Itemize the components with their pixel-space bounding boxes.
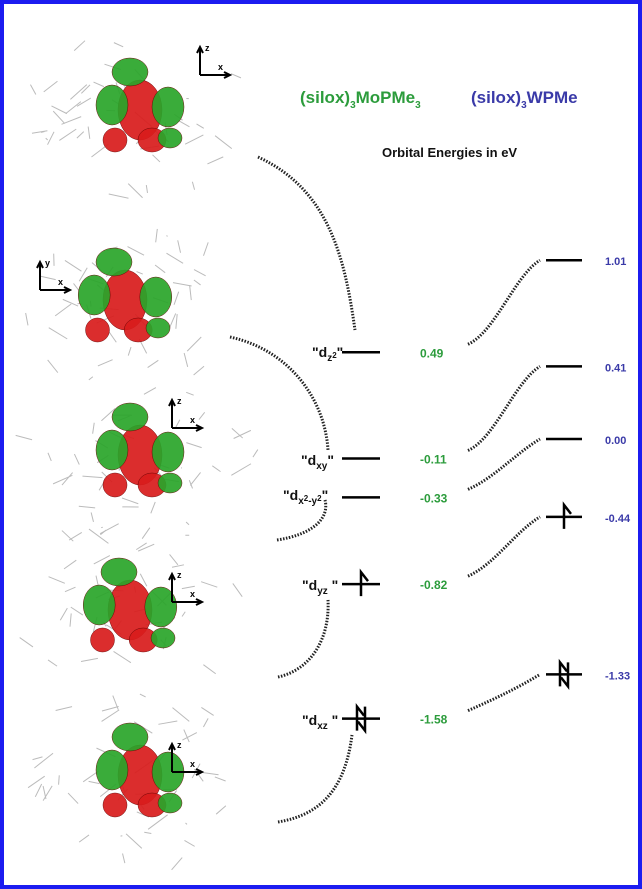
- axis-label: z: [177, 570, 182, 580]
- header-part: MoPMe: [356, 88, 416, 107]
- orbital-lobe: [140, 277, 172, 317]
- orbital-lobe: [103, 473, 127, 497]
- label-part: "d: [312, 344, 327, 360]
- label-part: xz: [317, 721, 328, 732]
- axis-label: z: [177, 740, 182, 750]
- orbital-lobe: [86, 318, 110, 342]
- axis-label: z: [177, 396, 182, 406]
- orbital-lobe: [96, 85, 128, 125]
- orbital-lobe: [152, 432, 184, 472]
- orbital-lobe: [103, 793, 127, 817]
- orbital-lobe: [78, 275, 110, 315]
- energy-value: -1.33: [605, 670, 630, 682]
- orbital-lobe: [146, 318, 170, 338]
- header-part: (silox): [300, 88, 350, 107]
- orbital-lobe: [96, 430, 128, 470]
- header-part: WPMe: [527, 88, 578, 107]
- orbital-lobe: [83, 585, 115, 625]
- bond: [166, 236, 167, 237]
- energy-value: -0.33: [420, 491, 448, 505]
- bond: [59, 775, 60, 784]
- diagram: (silox)3MoPMe3 (silox)3WPMe Orbital Ener…: [0, 0, 642, 889]
- axis-label: x: [190, 589, 195, 599]
- orbital-lobe: [112, 58, 148, 86]
- axis-label: x: [58, 277, 63, 287]
- label-part: "d: [302, 712, 317, 728]
- orbital-lobe: [158, 793, 182, 813]
- orbital-lobe: [101, 558, 137, 586]
- axis-label: x: [190, 759, 195, 769]
- energy-value: 0.00: [605, 435, 626, 447]
- axis-label: z: [205, 43, 210, 53]
- label-part: ": [328, 577, 339, 593]
- label-part: ": [328, 712, 339, 728]
- label-part: xy: [316, 461, 328, 472]
- label-part: "d: [283, 487, 298, 503]
- orbital-lobe: [158, 128, 182, 148]
- orbital-lobe: [112, 403, 148, 431]
- energy-value: -1.58: [420, 713, 448, 727]
- energy-value: 0.41: [605, 362, 626, 374]
- orbital-lobe: [96, 248, 132, 276]
- header-part: 3: [415, 100, 421, 111]
- axis-label: x: [218, 62, 223, 72]
- orbital-lobe: [151, 628, 175, 648]
- header-part: (silox): [471, 88, 521, 107]
- orbital-lobe: [91, 628, 115, 652]
- energy-value: 0.49: [420, 346, 444, 360]
- label-part: ": [327, 452, 334, 468]
- energy-value: -0.11: [420, 452, 447, 466]
- energy-value: -0.82: [420, 578, 448, 592]
- label-part: yz: [317, 586, 328, 597]
- orbital-lobe: [152, 87, 184, 127]
- subtitle: Orbital Energies in eV: [382, 145, 517, 160]
- energy-value: 1.01: [605, 256, 626, 268]
- energy-value: -0.44: [605, 513, 631, 525]
- orbital-lobe: [103, 128, 127, 152]
- orbital-lobe: [158, 473, 182, 493]
- label-part: "d: [301, 452, 316, 468]
- orbital-lobe: [96, 750, 128, 790]
- orbital-lobe: [112, 723, 148, 751]
- axis-label: x: [190, 415, 195, 425]
- label-part: "d: [302, 577, 317, 593]
- axis-label: y: [45, 258, 50, 268]
